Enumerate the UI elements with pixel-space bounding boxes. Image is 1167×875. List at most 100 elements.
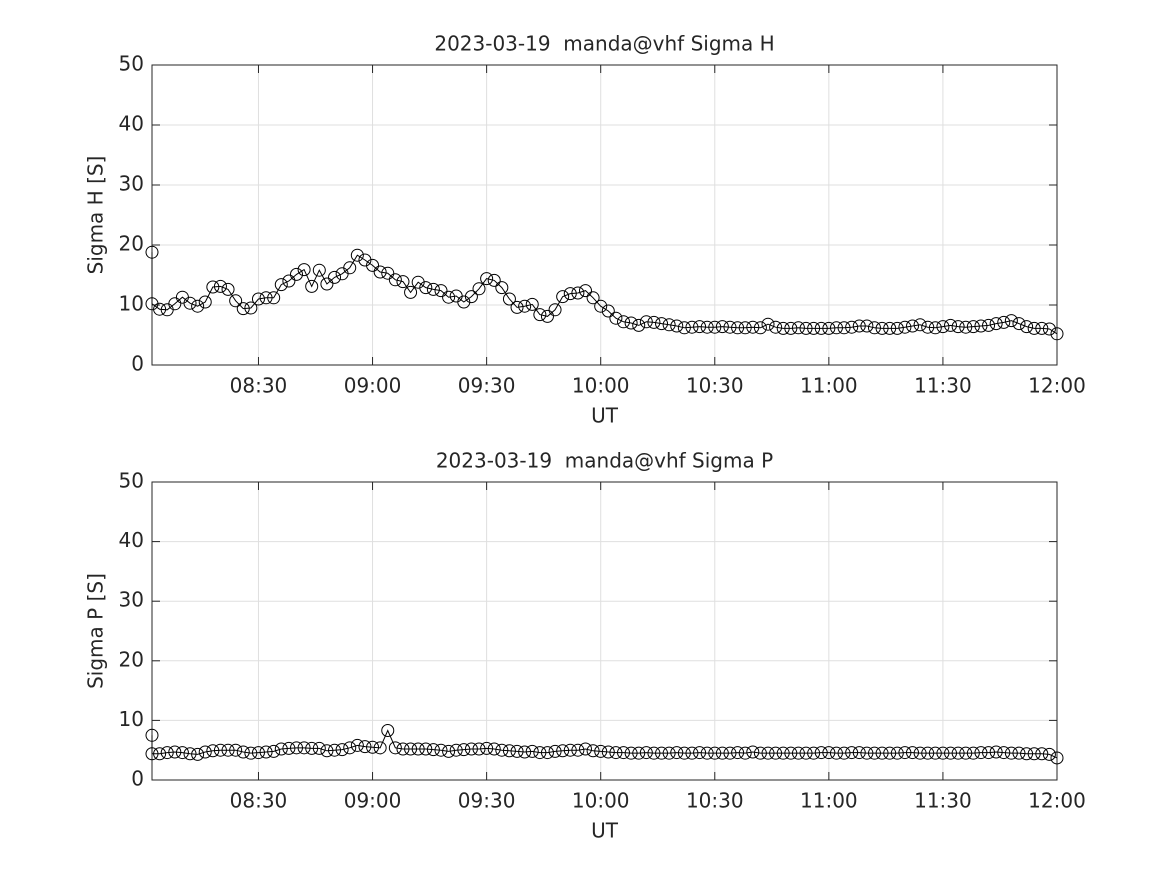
data-point (229, 294, 243, 308)
data-point (974, 319, 988, 333)
data-point (464, 290, 478, 304)
data-point (632, 318, 646, 332)
y-tick-label: 10 (119, 292, 144, 316)
data-point (822, 321, 836, 335)
data-point (244, 301, 258, 315)
data-point (388, 741, 402, 755)
data-point (693, 320, 707, 334)
data-point (784, 746, 798, 760)
data-point (183, 296, 197, 310)
data-point (814, 746, 828, 760)
data-point (670, 746, 684, 760)
data-point (829, 746, 843, 760)
y-tick-label: 50 (119, 469, 144, 493)
data-point (183, 747, 197, 761)
data-point (867, 321, 881, 335)
data-point (297, 741, 311, 755)
data-point (472, 282, 486, 296)
data-point (419, 281, 433, 295)
x-tick-label: 10:30 (686, 789, 744, 813)
data-point (525, 297, 539, 311)
data-point (1027, 747, 1041, 761)
y-axis-label: Sigma P [S] (84, 573, 108, 689)
y-axis-label: Sigma H [S] (84, 156, 108, 275)
data-point (533, 746, 547, 760)
data-point (906, 746, 920, 760)
x-tick-label: 10:00 (572, 789, 630, 813)
x-tick-label: 12:00 (1028, 789, 1086, 813)
data-point (206, 280, 220, 294)
data-point (845, 746, 859, 760)
data-point (647, 315, 661, 329)
data-point (236, 745, 250, 759)
x-tick-label: 12:00 (1028, 374, 1086, 398)
data-point (320, 744, 334, 758)
data-point (1020, 747, 1034, 761)
data-point (1035, 747, 1049, 761)
data-point (647, 746, 661, 760)
data-point (632, 746, 646, 760)
data-point (731, 321, 745, 335)
data-point (350, 248, 364, 262)
data-point (480, 741, 494, 755)
data-point (928, 321, 942, 335)
data-point (913, 318, 927, 332)
y-tick-label: 30 (119, 172, 144, 196)
data-point (533, 308, 547, 322)
data-point (898, 746, 912, 760)
data-point (814, 321, 828, 335)
data-point (670, 319, 684, 333)
data-point (753, 746, 767, 760)
data-point (267, 744, 281, 758)
x-tick-label: 09:00 (344, 789, 402, 813)
data-point (145, 747, 159, 761)
data-point (829, 321, 843, 335)
data-point (799, 321, 813, 335)
data-point (213, 743, 227, 757)
data-point (997, 315, 1011, 329)
data-point (1050, 327, 1064, 341)
data-point (350, 738, 364, 752)
data-point (1012, 317, 1026, 331)
data-point (913, 746, 927, 760)
data-point (685, 320, 699, 334)
data-point (1042, 747, 1056, 761)
data-point (305, 741, 319, 755)
data-point (168, 297, 182, 311)
data-point (571, 286, 585, 300)
data-point (837, 321, 851, 335)
x-tick-label: 09:30 (458, 374, 516, 398)
data-point (495, 281, 509, 295)
data-point (609, 746, 623, 760)
data-point (518, 745, 532, 759)
data-point (974, 746, 988, 760)
data-point (890, 746, 904, 760)
data-point (282, 274, 296, 288)
data-point (198, 745, 212, 759)
data-point (578, 742, 592, 756)
data-point (373, 265, 387, 279)
data-point (404, 742, 418, 756)
axes-box (151, 481, 1058, 781)
data-point (875, 321, 889, 335)
data-point (997, 746, 1011, 760)
data-point (921, 320, 935, 334)
data-point (510, 744, 524, 758)
y-tick-label: 30 (119, 588, 144, 612)
data-point (282, 741, 296, 755)
data-point (213, 279, 227, 293)
data-point (1004, 314, 1018, 328)
data-point (404, 285, 418, 299)
data-point (776, 746, 790, 760)
data-point (274, 742, 288, 756)
data-point (153, 302, 167, 316)
data-point (738, 746, 752, 760)
data-point (251, 746, 265, 760)
data-point (487, 273, 501, 287)
data-point (898, 320, 912, 334)
data-point (624, 316, 638, 330)
data-point (396, 275, 410, 289)
data-point (791, 746, 805, 760)
data-point (731, 746, 745, 760)
data-point (289, 267, 303, 281)
